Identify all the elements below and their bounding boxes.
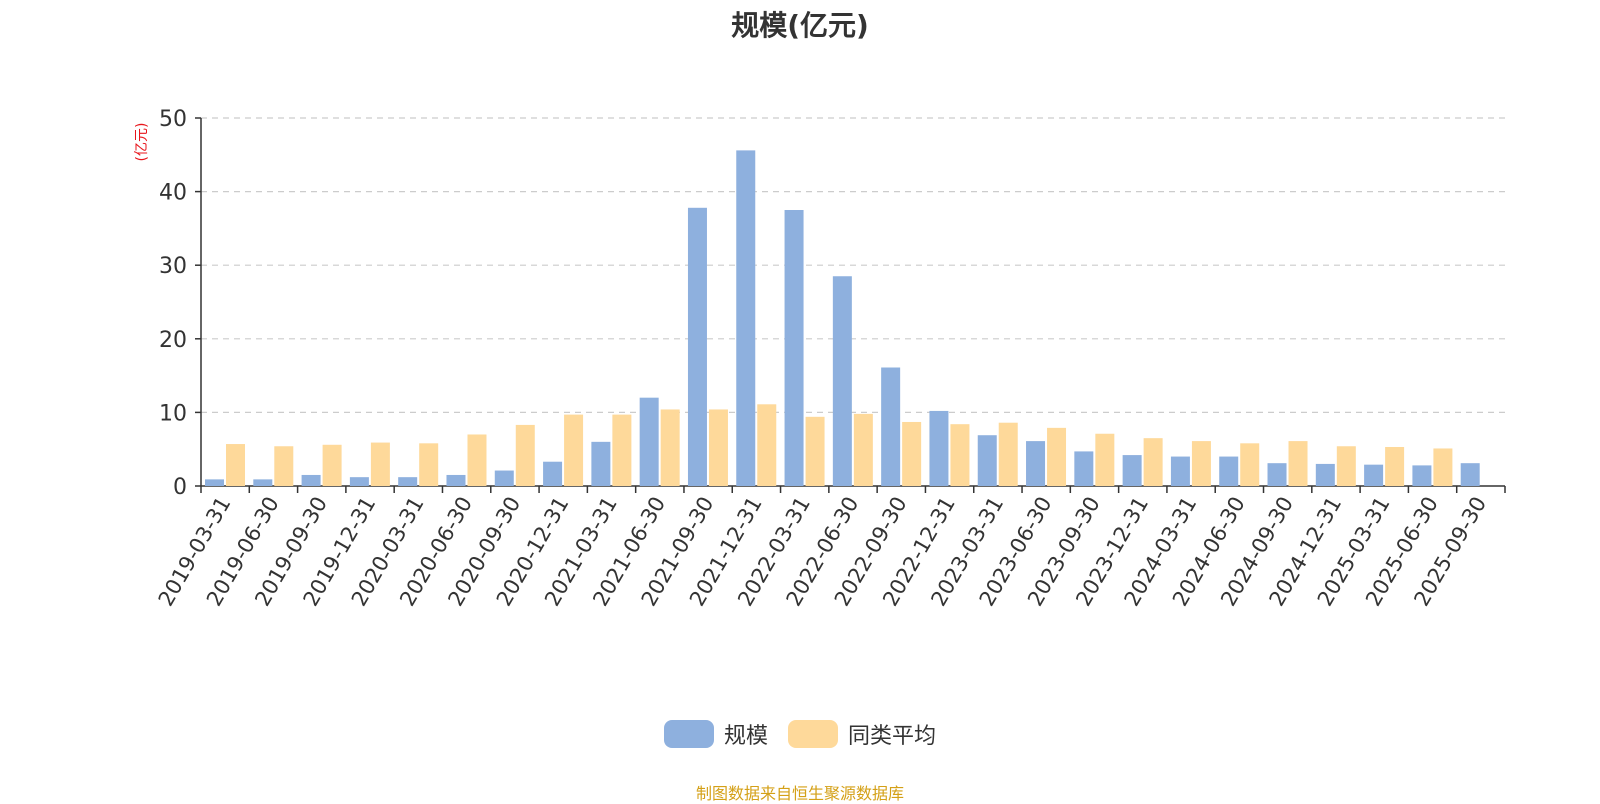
bar-series2 bbox=[660, 409, 680, 486]
bar-series1 bbox=[832, 276, 852, 486]
bar-series2 bbox=[1095, 433, 1115, 486]
bar-series2 bbox=[1336, 446, 1356, 486]
bar-series1 bbox=[977, 435, 997, 486]
bar-series2 bbox=[515, 424, 535, 486]
bar-series1 bbox=[1267, 463, 1287, 486]
bar-series1 bbox=[1460, 463, 1480, 486]
bar-series1 bbox=[736, 150, 756, 486]
bar-series1 bbox=[1412, 465, 1432, 486]
bar-series2 bbox=[853, 413, 873, 486]
bar-series2 bbox=[226, 444, 245, 486]
bar-series1 bbox=[1122, 455, 1142, 486]
bar-series1 bbox=[687, 207, 707, 487]
y-axis-label: (亿元) bbox=[134, 123, 150, 162]
bar-series1 bbox=[543, 461, 563, 486]
bar-series1 bbox=[253, 479, 273, 486]
bar-chart: 01020304050(亿元)2019-03-312019-06-302019-… bbox=[134, 107, 1506, 610]
bar-series2 bbox=[998, 422, 1018, 486]
bar-series2 bbox=[1047, 427, 1067, 486]
bar-series2 bbox=[805, 416, 825, 486]
bar-series1 bbox=[494, 470, 514, 486]
bar-series1 bbox=[1026, 441, 1046, 486]
legend: 规模 同类平均 bbox=[0, 718, 1600, 750]
bar-series1 bbox=[349, 477, 369, 486]
bar-series1 bbox=[784, 210, 804, 486]
bar-series1 bbox=[881, 367, 901, 486]
bar-series2 bbox=[1240, 443, 1260, 486]
y-tick-label: 0 bbox=[173, 475, 187, 500]
legend-label-series2: 同类平均 bbox=[848, 724, 937, 749]
bar-series2 bbox=[612, 414, 632, 486]
bar-series1 bbox=[639, 397, 659, 486]
bar-series1 bbox=[591, 441, 611, 486]
bar-series2 bbox=[467, 434, 487, 486]
bar-series1 bbox=[1074, 451, 1094, 486]
bar-series2 bbox=[1433, 448, 1453, 486]
legend-label-series1: 规模 bbox=[723, 724, 768, 749]
legend-item-series2[interactable]: 同类平均 bbox=[788, 718, 936, 750]
bar-series2 bbox=[1143, 438, 1163, 486]
bar-series1 bbox=[446, 474, 466, 486]
bar-series2 bbox=[1385, 446, 1405, 486]
legend-item-series1[interactable]: 规模 bbox=[663, 718, 768, 750]
bar-series1 bbox=[929, 410, 949, 486]
bar-series2 bbox=[1288, 441, 1308, 486]
y-tick-label: 30 bbox=[159, 254, 187, 279]
y-tick-label: 40 bbox=[159, 181, 187, 206]
y-tick-label: 10 bbox=[159, 401, 187, 426]
bar-series2 bbox=[708, 409, 728, 486]
bar-series2 bbox=[370, 442, 390, 486]
y-tick-label: 50 bbox=[159, 107, 187, 132]
bar-series1 bbox=[1219, 456, 1239, 486]
y-tick-label: 20 bbox=[159, 328, 187, 353]
bar-series2 bbox=[419, 443, 439, 486]
bar-series1 bbox=[1170, 456, 1190, 486]
bar-series2 bbox=[950, 424, 970, 486]
legend-swatch-series1 bbox=[663, 720, 714, 748]
bar-series2 bbox=[274, 446, 294, 486]
bar-series1 bbox=[398, 477, 418, 486]
legend-swatch-series2 bbox=[788, 720, 838, 748]
bar-series2 bbox=[902, 421, 922, 486]
bar-series2 bbox=[1191, 441, 1211, 486]
bar-series2 bbox=[564, 414, 584, 486]
data-source-note: 制图数据来自恒生聚源数据库 bbox=[695, 784, 904, 803]
bar-series2 bbox=[757, 404, 777, 486]
bar-series1 bbox=[1315, 463, 1335, 486]
bar-series1 bbox=[301, 474, 321, 486]
chart-title: 规模(亿元) bbox=[731, 9, 869, 42]
bar-series1 bbox=[1364, 464, 1384, 486]
bar-series1 bbox=[205, 479, 224, 486]
bar-series2 bbox=[322, 444, 342, 486]
